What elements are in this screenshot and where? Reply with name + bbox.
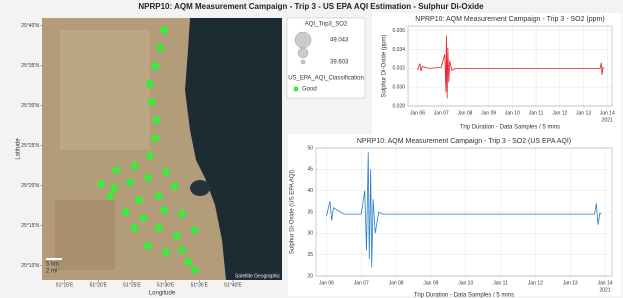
legend-title: US_EPA_AQI_Classification (288, 76, 364, 82)
scale-label: 2 mi (46, 269, 57, 275)
legend-size-label: 39.603 (330, 60, 349, 66)
panel (288, 134, 621, 296)
y-tick-label: 0.032 (392, 66, 405, 72)
data-point (146, 80, 154, 88)
data-point (144, 174, 152, 182)
data-point (191, 226, 199, 234)
data-point (160, 206, 168, 214)
x-tick-label: Jan 11 (493, 280, 508, 286)
data-point (126, 178, 134, 186)
x-tick-label: Jan 09 (481, 110, 496, 116)
data-point (135, 196, 143, 204)
x-year-label: 2021 (602, 117, 613, 123)
x-tick-label: 51°40'E (224, 282, 242, 288)
x-tick-label: Jan 13 (563, 280, 578, 286)
x-tick-label: 51°25'E (123, 282, 141, 288)
data-point (146, 152, 154, 160)
y-axis-label: Sulphur Di-Oxide (US EPA AQI) (290, 170, 296, 254)
data-point (178, 246, 186, 254)
x-tick-label: Jan 09 (423, 280, 438, 286)
y-tick-label: 25°10'N (21, 263, 39, 269)
map-background: 5 km 2 mi Satellite Geographic (42, 18, 282, 280)
x-axis-label: Longitude (149, 291, 176, 297)
y-tick-label: 25 (307, 252, 313, 258)
data-point (151, 62, 159, 70)
page-title: NPRP10: AQM Measurement Campaign - Trip … (138, 2, 484, 11)
data-point (162, 168, 170, 176)
x-axis-label: Trip Duration - Data Samples / 5 mins (414, 293, 514, 298)
data-point (106, 192, 114, 200)
y-tick-label: 0.030 (392, 85, 405, 91)
legend-label: Good (302, 87, 317, 93)
x-tick-label: 51°35'E (191, 282, 209, 288)
data-point (151, 134, 159, 142)
x-tick-label: Jan 10 (505, 110, 520, 116)
data-point (147, 98, 155, 106)
x-axis-label: Trip Duration - Data Samples / 5 mins (460, 125, 560, 131)
data-point (155, 192, 163, 200)
y-tick-label: 25°40'N (21, 23, 39, 29)
y-axis-label: Latitude (16, 138, 22, 160)
x-tick-label: Jan 14 (600, 110, 615, 116)
y-tick-label: 25°35'N (21, 63, 39, 69)
x-tick-label: Jan 13 (576, 110, 591, 116)
x-tick-label: Jan 08 (457, 110, 472, 116)
y-tick-label: 0.034 (392, 47, 405, 53)
attribution: Satellite Geographic (235, 273, 281, 279)
y-tick-label: 20 (307, 273, 313, 279)
x-tick-label: Jan 08 (389, 280, 404, 286)
data-point (112, 166, 120, 174)
page: NPRP10: AQM Measurement Campaign - Trip … (0, 0, 623, 298)
x-tick-label: Jan 07 (434, 110, 449, 116)
data-point (139, 214, 147, 222)
x-tick-label: Jan 10 (458, 280, 473, 286)
x-tick-label: 51°15'E (56, 282, 74, 288)
legend-title: AQI_Trip3_SO2 (305, 22, 348, 28)
scale-label: 5 km (46, 262, 59, 268)
data-point (155, 224, 163, 232)
y-tick-label: 0.036 (392, 28, 405, 34)
data-point (131, 224, 139, 232)
y-tick-label: 45 (307, 167, 313, 173)
y-axis-label: Sulphur Di-Oxide (ppm) (382, 34, 388, 97)
x-tick-label: Jan 12 (528, 280, 543, 286)
y-tick-label: 25°25'N (21, 143, 39, 149)
data-point (153, 116, 161, 124)
x-tick-label: Jan 06 (410, 110, 425, 116)
y-tick-label: 25°20'N (21, 183, 39, 189)
x-tick-label: Jan 11 (529, 110, 544, 116)
chart-title: NPRP10: AQM Measurement Campaign - Trip … (415, 16, 604, 23)
data-point (156, 44, 164, 52)
data-point (171, 182, 179, 190)
data-point (122, 208, 130, 216)
data-point (110, 184, 118, 192)
data-point (184, 258, 192, 266)
x-tick-label: Jan 07 (354, 280, 369, 286)
chart-title: NPRP10: AQM Measurement Campaign - Trip … (357, 138, 571, 145)
legend-size-label: 49.043 (330, 38, 349, 44)
y-tick-label: 50 (307, 145, 313, 151)
x-tick-label: 51°20'E (90, 282, 108, 288)
legend-swatch (294, 87, 299, 92)
y-tick-label: 30 (307, 231, 313, 237)
data-point (160, 26, 168, 34)
data-point (162, 248, 170, 256)
y-tick-label: 25°15'N (21, 223, 39, 229)
legend: AQI_Trip3_SO2 49.043 39.603 US_EPA_AQI_C… (287, 18, 365, 98)
y-tick-label: 25°30'N (21, 103, 39, 109)
x-tick-label: 51°30'E (157, 282, 175, 288)
x-tick-label: Jan 06 (319, 280, 334, 286)
x-tick-label: Jan 12 (552, 110, 567, 116)
data-point (97, 180, 105, 188)
x-tick-label: Jan 14 (598, 280, 613, 286)
data-point (178, 210, 186, 218)
x-year-label: 2021 (599, 287, 610, 293)
y-tick-label: 35 (307, 209, 313, 215)
data-point (191, 266, 199, 274)
y-tick-label: 0.028 (392, 103, 405, 109)
data-point (144, 242, 152, 250)
y-tick-label: 40 (307, 188, 313, 194)
data-point (131, 162, 139, 170)
data-point (173, 232, 181, 240)
